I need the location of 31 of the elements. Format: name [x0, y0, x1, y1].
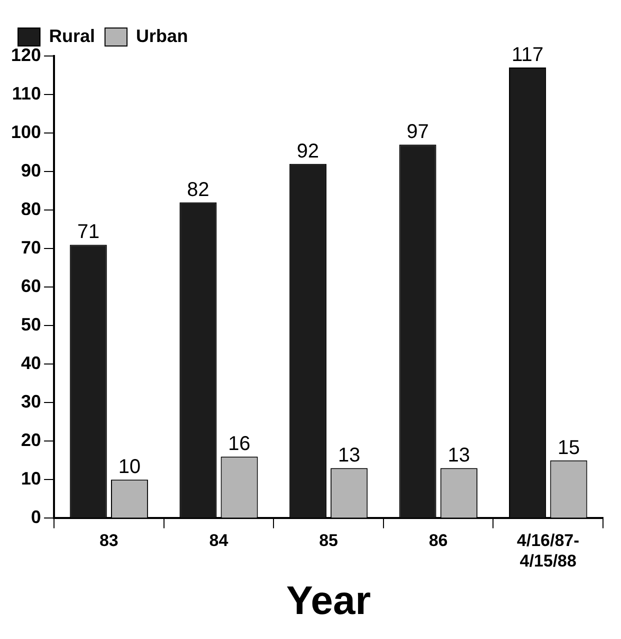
y-tick-label: 120 [10, 44, 42, 65]
data-label: 82 [187, 178, 210, 201]
y-tick-label: 100 [10, 122, 42, 142]
y-tick-label: 50 [21, 314, 42, 335]
data-label: 97 [406, 121, 429, 144]
y-tick-label: 20 [21, 430, 42, 450]
x-tick-label: 86 [428, 531, 448, 550]
x-tick-label: 85 [319, 531, 338, 550]
x-tick-label: 84 [209, 531, 229, 550]
x-tick-label: 83 [99, 531, 118, 550]
y-tick-label: 0 [31, 507, 42, 528]
legend-label: Rural [49, 26, 96, 46]
y-tick-label: 40 [21, 353, 42, 374]
data-label: 117 [512, 44, 544, 66]
y-tick-label: 10 [21, 468, 42, 489]
x-tick-label: 4/16/87- 4/15/88 [516, 531, 580, 570]
y-tick-label: 60 [21, 276, 42, 296]
data-label: 15 [558, 436, 580, 459]
data-label: 13 [338, 444, 360, 467]
x-axis-title: Year [286, 579, 371, 624]
data-label: 13 [448, 444, 470, 467]
legend-label: Urban [136, 26, 188, 46]
y-tick-label: 70 [21, 238, 42, 258]
y-tick-label: 80 [21, 199, 42, 220]
data-label: 16 [228, 433, 250, 456]
data-label: 71 [77, 221, 100, 244]
y-tick-label: 90 [21, 160, 42, 181]
y-tick-label: 30 [21, 392, 42, 412]
data-label: 92 [296, 140, 320, 162]
data-label: 10 [118, 456, 141, 478]
y-tick-label: 110 [12, 83, 42, 104]
